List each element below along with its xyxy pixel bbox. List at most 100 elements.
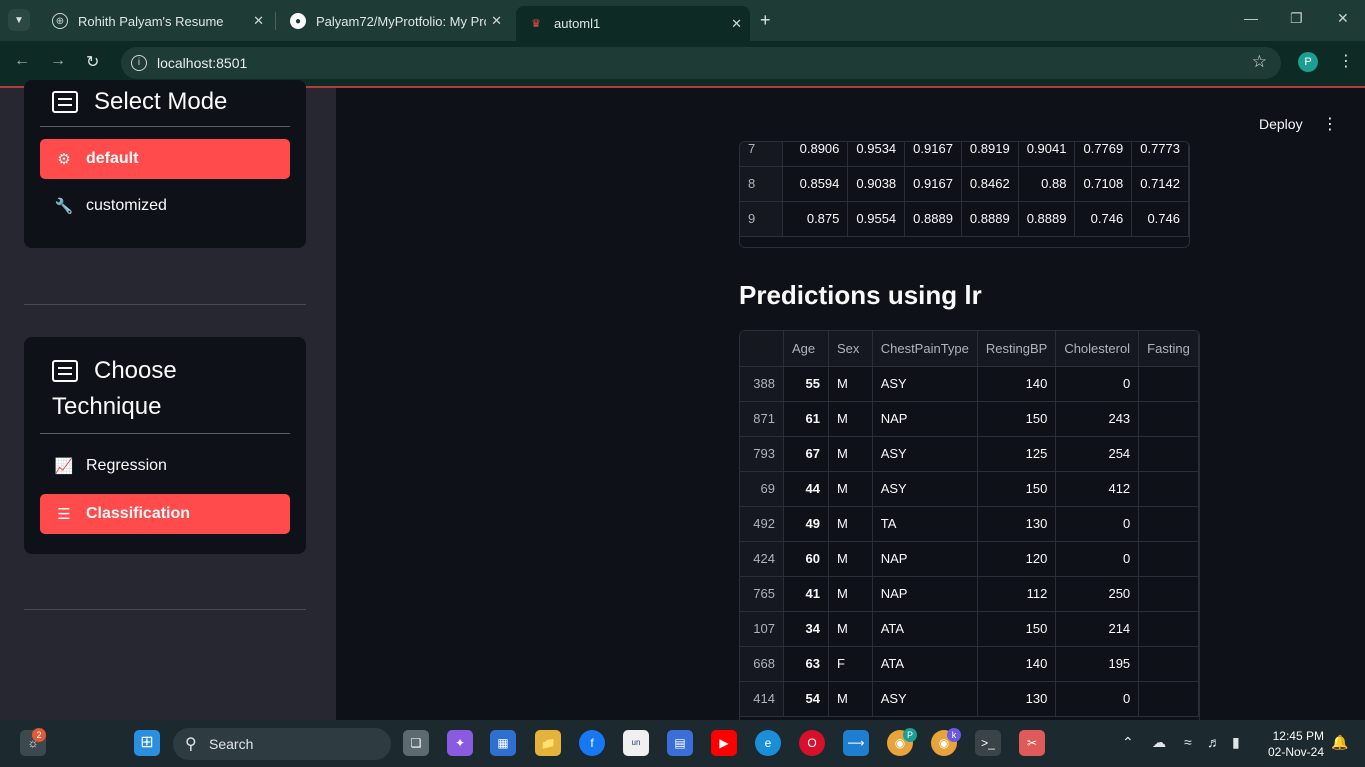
table-cell: M (828, 401, 873, 437)
table-row[interactable]: 414 54 M ASY 130 0 (740, 681, 1199, 717)
column-header[interactable]: ChestPainType (872, 331, 978, 367)
index-header[interactable] (740, 331, 784, 367)
table-cell: 63 (783, 646, 830, 682)
terminal-icon[interactable]: >_ (975, 730, 1001, 756)
table-row[interactable]: 388 55 M ASY 140 0 (740, 366, 1199, 402)
table-cell: 214 (1055, 611, 1140, 647)
table-cell: ASY (872, 681, 978, 717)
technique-option-regression[interactable]: 📈 Regression (40, 446, 290, 486)
unstop-icon[interactable]: un (623, 730, 649, 756)
mode-option-customized[interactable]: 🔧 customized (40, 186, 290, 226)
new-tab-button[interactable]: + (760, 10, 771, 30)
facebook-icon[interactable]: f (579, 730, 605, 756)
technique-option-classification[interactable]: ☰ Classification (40, 494, 290, 534)
table-cell (1138, 646, 1199, 682)
option-label: customized (86, 197, 167, 214)
table-cell: 254 (1055, 436, 1140, 472)
battery-icon[interactable]: ▮ (1232, 734, 1240, 750)
table-cell (1138, 541, 1199, 577)
volume-icon[interactable]: ♬ (1207, 734, 1221, 750)
notification-bell-icon[interactable]: 🔔 (1331, 734, 1349, 750)
task-view-icon[interactable]: ❏ (403, 730, 429, 756)
file-explorer-icon[interactable]: 📁 (535, 730, 561, 756)
column-header[interactable]: Cholesterol (1055, 331, 1140, 367)
tab-title: automl1 (554, 16, 601, 31)
row-index: 871 (740, 401, 784, 437)
opera-icon[interactable]: O (799, 730, 825, 756)
mode-card-header: Select Mode (24, 80, 306, 126)
copilot-icon[interactable]: ✦ (447, 730, 473, 756)
forward-arrow-icon[interactable]: → (50, 52, 66, 69)
tab-resume[interactable]: ⊕ Rohith Palyam's Resume ✕ (40, 6, 272, 36)
main-menu-icon[interactable]: ⋮ (1322, 116, 1338, 133)
edge-icon[interactable]: e (755, 730, 781, 756)
wrench-icon: 🔧 (54, 198, 74, 215)
mode-option-default[interactable]: ⚙ default (40, 139, 290, 179)
table-cell: 0.8906 (782, 142, 849, 167)
clock-time: 12:45 PM (1272, 729, 1324, 743)
table-row: 7 0.8906 0.9534 0.9167 0.8919 0.9041 0.7769 0.7… (740, 142, 1189, 167)
table-cell: NAP (872, 401, 978, 437)
reload-icon[interactable]: ↻ (86, 54, 100, 71)
column-header[interactable]: Age (783, 331, 830, 367)
close-icon[interactable]: ✕ (491, 13, 502, 28)
browser-menu-icon[interactable]: ⋮ (1338, 53, 1354, 70)
table-row[interactable]: 69 44 M ASY 150 412 (740, 471, 1199, 507)
table-cell: 0.7142 (1131, 166, 1189, 202)
predictions-dataframe[interactable]: Age Sex ChestPainType RestingBP Cholesterol F… (739, 330, 1200, 720)
column-header[interactable]: Sex (828, 331, 873, 367)
deploy-button[interactable]: Deploy (1259, 116, 1303, 132)
bookmark-star-icon[interactable]: ☆ (1251, 52, 1267, 71)
close-window-button[interactable]: ✕ (1337, 10, 1349, 26)
table-row[interactable]: 424 60 M NAP 120 0 (740, 541, 1199, 577)
table-row[interactable]: 668 63 F ATA 140 195 (740, 646, 1199, 682)
url-text[interactable]: localhost:8501 (157, 55, 248, 71)
option-label: default (86, 150, 139, 167)
minimize-button[interactable]: — (1244, 10, 1258, 26)
back-arrow-icon[interactable]: ← (14, 52, 30, 69)
info-icon[interactable]: i (131, 55, 147, 71)
chrome-profile-badge: k (947, 728, 961, 742)
sidebar-divider (24, 609, 306, 610)
table-row[interactable]: 492 49 M TA 130 0 (740, 506, 1199, 542)
table-cell: TA (872, 506, 978, 542)
table-row[interactable]: 107 34 M ATA 150 214 (740, 611, 1199, 647)
table-cell: 0.88 (1018, 166, 1076, 202)
column-header[interactable]: Fasting (1138, 331, 1199, 367)
cloud-icon[interactable]: ☁ (1152, 734, 1166, 750)
restore-button[interactable]: ❐ (1290, 10, 1303, 26)
scores-dataframe[interactable]: 7 0.8906 0.9534 0.9167 0.8919 0.9041 0.7769 0.7… (739, 141, 1190, 248)
table-row[interactable]: 871 61 M NAP 150 243 (740, 401, 1199, 437)
youtube-icon[interactable]: ▶ (711, 730, 737, 756)
tab-automl[interactable]: ♛ automl1 ✕ (516, 6, 750, 41)
vscode-icon[interactable]: ⟶ (843, 730, 869, 756)
tab-search-button[interactable]: ▼ (8, 9, 30, 31)
chevron-up-icon[interactable]: ⌃ (1122, 734, 1134, 750)
tab-github[interactable]: ● Palyam72/MyProtfolio: My Prot ✕ (278, 6, 510, 36)
table-cell: 0.8889 (904, 201, 962, 237)
taskbar-search[interactable]: ⚲ Search (173, 728, 391, 760)
address-bar[interactable]: i localhost:8501 ☆ (121, 47, 1281, 79)
profile-avatar[interactable]: P (1298, 52, 1318, 72)
line-chart-icon: 📈 (54, 458, 74, 475)
store-icon[interactable]: ▦ (490, 730, 516, 756)
reader-icon[interactable]: ▤ (667, 730, 693, 756)
table-cell: 0.746 (1131, 201, 1189, 237)
close-icon[interactable]: ✕ (253, 13, 264, 28)
table-cell (1138, 471, 1199, 507)
wifi-icon[interactable]: ≈ (1184, 734, 1192, 750)
close-icon[interactable]: ✕ (731, 15, 742, 31)
windows-start-icon[interactable]: ⊞ (134, 730, 160, 756)
table-cell: ASY (872, 366, 978, 402)
table-cell: NAP (872, 541, 978, 577)
table-row[interactable]: 793 67 M ASY 125 254 (740, 436, 1199, 472)
search-label: Search (209, 736, 254, 752)
table-cell: 130 (977, 506, 1057, 542)
gear-icon: ⚙ (57, 151, 71, 168)
snipping-tool-icon[interactable]: ✂ (1019, 730, 1045, 756)
table-row[interactable]: 765 41 M NAP 112 250 (740, 576, 1199, 612)
system-clock[interactable]: 12:45 PM 02-Nov-24 (1262, 728, 1324, 760)
table-cell: 0.9534 (847, 142, 906, 167)
table-cell: 0.746 (1074, 201, 1133, 237)
column-header[interactable]: RestingBP (977, 331, 1057, 367)
